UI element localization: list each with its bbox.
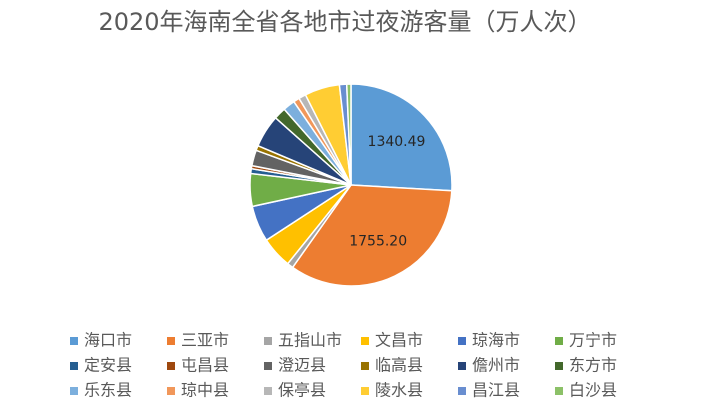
legend-label: 乐东县 [84,381,132,400]
legend-label: 屯昌县 [181,356,229,375]
legend-label: 白沙县 [569,381,617,400]
legend-label: 昌江县 [472,381,520,400]
legend-label: 琼海市 [472,331,520,350]
legend-swatch [458,387,466,395]
chart-title: 2020年海南全省各地市过夜游客量（万人次） [98,8,591,36]
pie-slice [345,83,352,186]
legend-label: 澄迈县 [278,356,326,375]
legend-swatch [458,337,466,345]
legend-swatch [70,362,78,370]
legend-label: 文昌市 [375,331,423,350]
legend-label: 临高县 [375,356,423,375]
legend-label: 定安县 [84,356,132,375]
pie-slice [291,184,453,287]
legend-swatch [70,387,78,395]
legend-label: 陵水县 [375,381,423,400]
data-label: 1755.20 [349,233,407,249]
pie-slice [350,83,453,192]
legend-swatch [555,337,563,345]
legend-swatch [167,387,175,395]
legend-swatch [70,337,78,345]
legend-label: 海口市 [84,331,132,350]
legend-label: 三亚市 [181,331,229,350]
data-label: 1340.49 [368,134,426,150]
legend-swatch [264,387,272,395]
legend-swatch [264,362,272,370]
legend-swatch [361,337,369,345]
legend-swatch [167,362,175,370]
legend-swatch [361,387,369,395]
legend-label: 万宁市 [569,331,617,350]
legend-swatch [361,362,369,370]
legend-label: 琼中县 [181,381,229,400]
legend-label: 五指山市 [278,331,342,350]
legend-label: 保亭县 [278,381,326,400]
legend-swatch [264,337,272,345]
legend-swatch [555,387,563,395]
legend-swatch [555,362,563,370]
legend-label: 东方市 [569,356,617,375]
legend-label: 儋州市 [472,356,520,375]
legend-swatch [458,362,466,370]
legend-swatch [167,337,175,345]
